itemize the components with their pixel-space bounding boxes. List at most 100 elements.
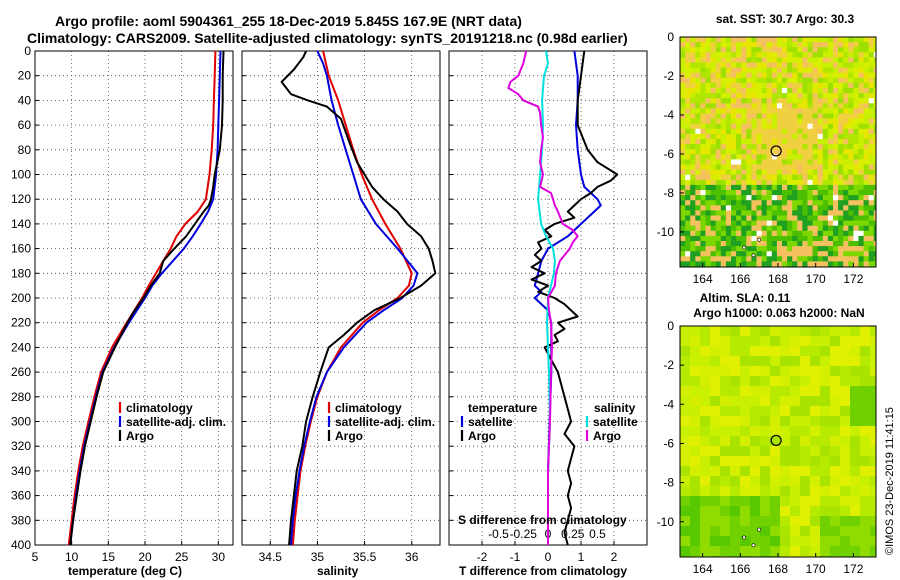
heat-cell bbox=[700, 108, 706, 114]
heat-cell bbox=[797, 123, 803, 130]
heat-cell bbox=[710, 376, 721, 387]
heat-cell bbox=[720, 326, 731, 337]
heat-cell bbox=[827, 67, 834, 74]
heat-cell bbox=[715, 113, 722, 119]
heat-cell bbox=[700, 516, 711, 527]
heat-cell bbox=[833, 88, 839, 94]
heat-cell bbox=[761, 82, 768, 89]
heat-cell bbox=[792, 200, 798, 206]
heat-cell bbox=[766, 164, 773, 170]
heat-cell bbox=[838, 184, 844, 191]
heat-cell bbox=[746, 261, 752, 267]
heat-cell bbox=[800, 416, 811, 427]
map-y-tick-label: -10 bbox=[657, 225, 675, 239]
heat-cell bbox=[680, 67, 686, 74]
heat-cell bbox=[746, 62, 752, 68]
heat-cell bbox=[695, 123, 701, 130]
heat-cell bbox=[695, 47, 701, 53]
heat-cell bbox=[770, 426, 781, 437]
heat-cell bbox=[853, 154, 859, 160]
heat-cell bbox=[725, 246, 732, 252]
heat-cell bbox=[680, 164, 686, 170]
heat-cell bbox=[792, 82, 798, 89]
heat-cell bbox=[760, 336, 771, 347]
heat-cell bbox=[827, 77, 834, 84]
heat-cell bbox=[700, 426, 711, 437]
heat-cell bbox=[761, 144, 768, 150]
heat-cell bbox=[810, 546, 821, 557]
heat-cell bbox=[817, 169, 824, 176]
heat-cell bbox=[838, 241, 844, 247]
heat-cell bbox=[860, 386, 871, 397]
heat-cell bbox=[741, 113, 747, 119]
map-x-tick-label: 170 bbox=[806, 272, 826, 286]
heat-cell bbox=[680, 154, 686, 160]
heat-cell bbox=[700, 436, 711, 447]
heat-cell bbox=[725, 220, 732, 227]
heat-cell bbox=[787, 52, 793, 58]
heat-cell bbox=[685, 256, 691, 262]
series-argo bbox=[69, 50, 225, 546]
heat-cell bbox=[715, 220, 722, 227]
heat-cell bbox=[802, 103, 808, 109]
heat-cell bbox=[690, 144, 696, 150]
heat-cell bbox=[741, 77, 747, 84]
heat-cell bbox=[790, 536, 801, 547]
heat-cell bbox=[863, 67, 870, 74]
heat-cell bbox=[870, 336, 881, 347]
heat-cell bbox=[812, 37, 819, 43]
heat-cell bbox=[770, 506, 781, 517]
heat-cell bbox=[771, 256, 778, 262]
heat-cell bbox=[833, 113, 839, 119]
heat-cell bbox=[817, 210, 824, 216]
heat-cell bbox=[782, 225, 788, 232]
heat-cell bbox=[858, 123, 864, 130]
heat-cell bbox=[820, 416, 831, 427]
heat-cell bbox=[858, 225, 864, 232]
heat-cell bbox=[833, 72, 839, 79]
heat-cell bbox=[715, 93, 722, 99]
heat-cell bbox=[843, 179, 849, 186]
heat-cell bbox=[802, 246, 808, 252]
heat-cell bbox=[802, 210, 808, 216]
heat-cell bbox=[710, 179, 717, 186]
heat-cell bbox=[761, 210, 768, 216]
heat-cell bbox=[863, 93, 870, 99]
heat-cell bbox=[720, 103, 727, 109]
heat-cell bbox=[710, 426, 721, 437]
heat-cell bbox=[736, 144, 742, 150]
heat-cell bbox=[802, 169, 808, 176]
heat-cell bbox=[710, 356, 721, 367]
heat-cell bbox=[725, 118, 732, 125]
heat-cell bbox=[766, 154, 773, 160]
heat-cell bbox=[710, 416, 721, 427]
heat-cell bbox=[715, 82, 722, 89]
heat-cell bbox=[746, 88, 752, 94]
heat-cell bbox=[741, 144, 747, 150]
heat-cell bbox=[776, 67, 783, 74]
heat-cell bbox=[720, 88, 727, 94]
heat-cell bbox=[833, 179, 839, 186]
heat-cell bbox=[700, 215, 706, 221]
heat-cell bbox=[690, 128, 696, 135]
heat-cell bbox=[848, 67, 854, 74]
heat-cell bbox=[725, 225, 732, 232]
heat-cell bbox=[848, 72, 854, 79]
heat-cell bbox=[770, 346, 781, 357]
heat-cell bbox=[746, 123, 752, 130]
heat-cell bbox=[817, 139, 824, 145]
heat-cell bbox=[807, 195, 813, 201]
heat-cell bbox=[802, 113, 808, 119]
heat-cell bbox=[850, 506, 861, 517]
heat-cell bbox=[746, 108, 752, 114]
heat-cell bbox=[731, 103, 737, 109]
heat-cell bbox=[715, 47, 722, 53]
heat-cell bbox=[860, 486, 871, 497]
heat-cell bbox=[853, 144, 859, 150]
heat-cell bbox=[776, 113, 783, 119]
heat-cell bbox=[756, 195, 762, 201]
heat-cell bbox=[710, 536, 721, 547]
heat-cell bbox=[766, 144, 773, 150]
heat-cell bbox=[736, 93, 742, 99]
heat-cell bbox=[802, 205, 808, 211]
